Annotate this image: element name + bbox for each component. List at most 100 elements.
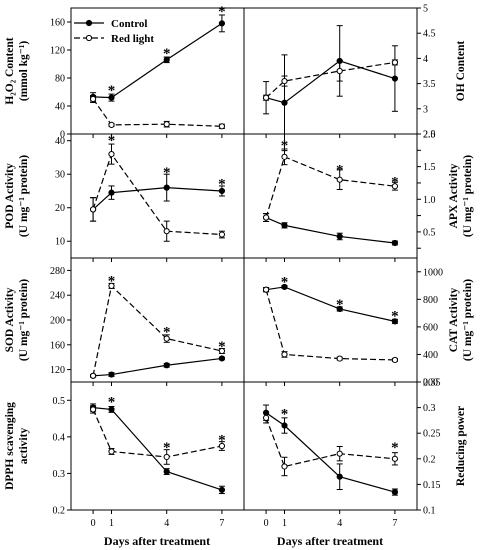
- panel-sod: 120 160 200 240 280 SOD Activity (U mg⁻¹ prote…: [4, 257, 245, 386]
- data-point-red-light-cat: [336, 355, 343, 362]
- panel-frame-h2o2: [70, 7, 245, 135]
- data-point-control-apx: [336, 233, 343, 240]
- data-point-red-light-reducing: [336, 450, 343, 457]
- significance-star-dpph: *: [108, 394, 116, 410]
- y-tick-label-oh: 3: [423, 104, 428, 115]
- y-tick-label-oh: 2.5: [423, 130, 436, 141]
- y-tick-label-oh: 4: [423, 54, 428, 65]
- significance-star-apx: *: [281, 138, 289, 154]
- data-point-red-light-apx: [262, 214, 270, 221]
- x-tick-label-dpph: 4: [164, 518, 169, 529]
- data-point-control-cat: [336, 305, 343, 313]
- data-point-red-light-pod: [163, 228, 170, 235]
- data-point-red-light-sod: [218, 347, 226, 355]
- significance-star-reducing: *: [391, 440, 399, 456]
- y-tick-label-reducing: 0.1: [423, 506, 436, 517]
- x-tick-label-dpph: 0: [91, 518, 96, 529]
- y-tick-label-cat: 200: [423, 378, 438, 389]
- panel-dpph: 0.2 0.3 0.4 0.5 0 1 4 7 DPPH scavenging activity *…: [4, 381, 245, 529]
- y-tick-label-apx: 2.0: [423, 130, 436, 141]
- data-point-red-light-dpph: [218, 442, 226, 450]
- series-line-red-light-sod: [92, 284, 223, 376]
- significance-star-sod: *: [163, 325, 171, 341]
- series-line-control-apx: [265, 216, 395, 244]
- data-point-red-light-sod: [163, 335, 170, 342]
- series-line-red-light-cat: [265, 289, 395, 361]
- y-tick-label-apx: 1.0: [423, 195, 436, 206]
- y-tick-label-dpph: 0.3: [53, 469, 66, 480]
- data-point-red-light-apx: [391, 183, 399, 190]
- y-tick-label-sod: 280: [50, 266, 65, 277]
- y-axis-label-sod: (U mg⁻¹ protein): [18, 279, 30, 361]
- y-tick-label-cat: 1000: [423, 267, 443, 278]
- series-line-red-light-oh: [265, 61, 396, 99]
- y-tick-label-h2o2: 120: [50, 46, 65, 57]
- data-point-control-apx: [281, 222, 288, 229]
- data-point-red-light-oh: [391, 59, 399, 66]
- data-point-control-oh: [281, 99, 288, 106]
- legend-control-marker: [85, 19, 93, 27]
- data-point-control-h2o2: [163, 56, 170, 63]
- y-axis-label-pod: POD Activity: [4, 163, 16, 229]
- data-point-red-light-h2o2: [89, 95, 97, 103]
- y-axis-label-dpph: activity: [18, 428, 30, 465]
- data-point-control-pod: [108, 189, 115, 196]
- panel-frame-oh: [243, 7, 418, 135]
- data-point-red-light-cat: [262, 286, 270, 293]
- data-point-red-light-cat: [391, 356, 399, 364]
- series-line-red-light-dpph: [92, 409, 223, 458]
- significance-star-pod: *: [163, 165, 171, 181]
- y-axis-label-pod: (U mg⁻¹ protein): [18, 155, 30, 237]
- y-tick-label-sod: 240: [50, 291, 65, 302]
- series-line-control-pod: [92, 187, 222, 210]
- data-point-red-light-dpph: [163, 453, 170, 461]
- series-line-red-light-h2o2: [92, 98, 222, 127]
- y-tick-label-pod: 20: [55, 203, 65, 214]
- data-point-control-dpph: [218, 486, 226, 493]
- data-point-red-light-apx: [281, 153, 288, 160]
- y-tick-label-dpph: 0.5: [53, 396, 66, 407]
- significance-star-sod: *: [108, 274, 116, 290]
- data-point-red-light-h2o2: [108, 121, 115, 129]
- y-axis-label-sod: SOD Activity: [4, 287, 16, 352]
- data-point-control-h2o2: [108, 94, 115, 101]
- significance-star-apx: *: [391, 174, 399, 190]
- x-axis-label-right: Days after treatment: [277, 534, 383, 548]
- significance-star-dpph: *: [218, 433, 226, 449]
- data-point-control-apx: [391, 239, 399, 247]
- data-point-control-dpph: [163, 468, 170, 475]
- y-axis-label-apx: (U mg⁻¹ protein): [462, 155, 474, 237]
- data-point-control-h2o2: [218, 20, 226, 27]
- legend-red-label: Red light: [111, 33, 154, 45]
- significance-star-sod: *: [218, 339, 226, 355]
- data-point-control-reducing: [391, 488, 399, 496]
- series-line-control-sod: [93, 357, 222, 377]
- significance-star-h2o2: *: [108, 83, 116, 99]
- y-tick-label-reducing: 0.15: [423, 480, 441, 491]
- data-point-red-light-h2o2: [163, 121, 170, 128]
- data-point-control-pod: [218, 187, 226, 195]
- data-point-control-dpph: [108, 406, 115, 413]
- significance-star-h2o2: *: [218, 4, 226, 20]
- legend: Control Red light: [74, 18, 154, 45]
- y-axis-label-h2o2: H₂O₂ Content: [4, 37, 16, 104]
- y-axis-label-reducing: Reducing power: [455, 406, 467, 486]
- significance-star-pod: *: [218, 177, 226, 193]
- y-tick-label-h2o2: 80: [55, 74, 65, 85]
- series-line-control-cat: [265, 286, 396, 322]
- y-tick-label-apx: 0.5: [423, 227, 436, 238]
- x-tick-label-dpph: 7: [219, 518, 224, 529]
- data-point-control-sod: [108, 371, 115, 378]
- panel-pod: 10 20 30 40 POD Activity (U mg⁻¹ protein) * * *: [4, 133, 245, 262]
- data-point-control-reducing: [336, 473, 343, 480]
- x-tick-label-reducing: 1: [282, 518, 287, 529]
- significance-star-cat: *: [281, 275, 289, 291]
- panel-apx: 0.5 1.0 1.5 2.0 APX Activity (U mg⁻¹ protein)…: [243, 130, 474, 262]
- y-tick-label-apx: 1.5: [423, 162, 436, 173]
- data-point-red-light-reducing: [391, 455, 399, 462]
- panel-frame-apx: [243, 133, 418, 259]
- y-tick-label-oh: 5: [423, 4, 428, 15]
- data-point-red-light-h2o2: [218, 123, 226, 130]
